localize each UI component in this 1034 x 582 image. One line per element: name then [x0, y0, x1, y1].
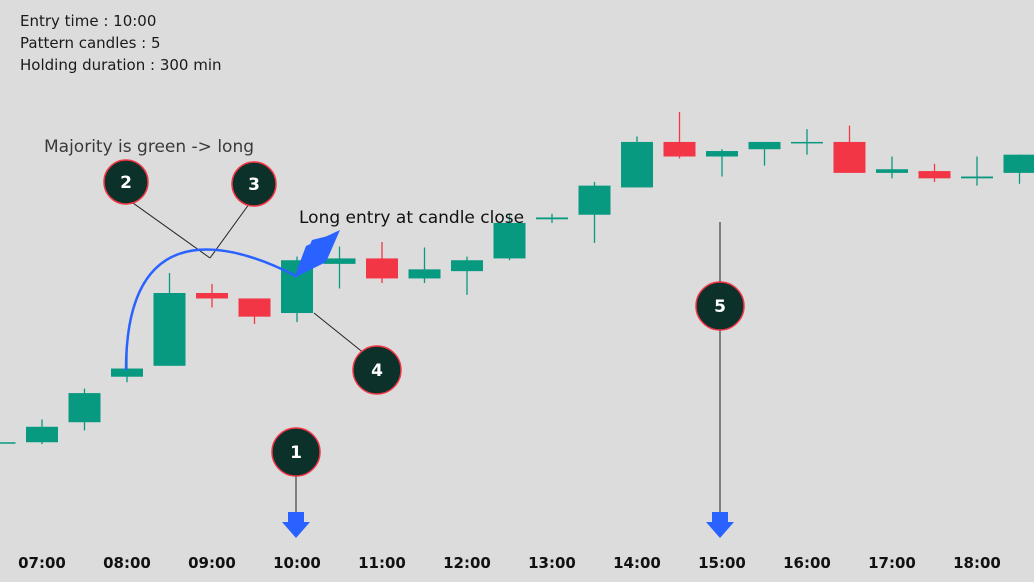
badge-label-4: 4 — [371, 361, 383, 381]
candle-body — [0, 442, 16, 444]
candle-body — [706, 151, 738, 157]
badge-label-5: 5 — [714, 297, 726, 317]
candle-body — [196, 293, 228, 299]
candle-body — [408, 269, 441, 279]
entry-curve-arrow-icon — [124, 248, 297, 371]
candle-body — [111, 368, 143, 377]
x-axis-ticks: 07:00 08:00 09:00 10:00 11:00 12:00 13:00 14:00… — [18, 554, 1001, 572]
candle-body — [153, 293, 186, 366]
candle-body — [366, 258, 398, 279]
x-tick-label: 17:00 — [868, 554, 916, 572]
candle-body — [621, 141, 653, 188]
leader-line-3 — [209, 199, 253, 259]
candle-body — [68, 393, 101, 423]
pattern-candles-label: Pattern candles : 5 — [20, 34, 161, 52]
x-tick-label: 13:00 — [528, 554, 576, 572]
down-arrow-icon-5 — [706, 512, 734, 538]
candle-body — [833, 141, 866, 173]
candle-body — [323, 258, 356, 264]
candle-body — [1003, 154, 1034, 173]
entry-time-label: Entry time : 10:00 — [20, 12, 157, 30]
holding-duration-label: Holding duration : 300 min — [20, 56, 222, 74]
candle-body — [536, 217, 568, 220]
candle-body — [451, 260, 483, 272]
candle-body — [961, 176, 993, 179]
entry-note: Long entry at candle close — [299, 208, 524, 228]
x-tick-label: 15:00 — [698, 554, 746, 572]
x-tick-label: 11:00 — [358, 554, 406, 572]
x-tick-label: 09:00 — [188, 554, 236, 572]
info-panel: Entry time : 10:00 Pattern candles : 5 H… — [20, 10, 222, 76]
candle-body — [876, 169, 908, 173]
down-arrow-icon-1 — [282, 512, 310, 538]
leader-line-4 — [313, 312, 366, 355]
badge-4: 4 — [352, 345, 402, 395]
x-tick-label: 16:00 — [783, 554, 831, 572]
x-tick-label: 08:00 — [103, 554, 151, 572]
candle-body — [791, 141, 823, 144]
majority-note: Majority is green -> long — [44, 137, 254, 157]
annotation-lines — [125, 197, 721, 514]
entry-arrow-head-icon — [296, 232, 336, 278]
candle-body — [578, 185, 611, 215]
candle-body — [238, 298, 271, 317]
badge-1: 1 — [271, 427, 321, 477]
badge-label-1: 1 — [290, 443, 302, 463]
badge-label-3: 3 — [248, 175, 260, 195]
entry-arrow-head2-icon — [294, 230, 340, 278]
candle-body — [493, 222, 526, 259]
x-tick-label: 10:00 — [273, 554, 321, 572]
candles-layer — [0, 111, 1034, 445]
x-tick-label: 14:00 — [613, 554, 661, 572]
candle-body — [26, 426, 58, 443]
badge-label-2: 2 — [120, 173, 132, 193]
candle-body — [663, 141, 696, 157]
x-tick-label: 07:00 — [18, 554, 66, 572]
badge-2: 2 — [103, 159, 149, 205]
candle-body — [918, 171, 951, 179]
leader-line-2 — [125, 197, 211, 259]
candle-body — [748, 141, 781, 150]
badge-3: 3 — [231, 161, 277, 207]
x-tick-label: 12:00 — [443, 554, 491, 572]
x-tick-label: 18:00 — [953, 554, 1001, 572]
badge-5: 5 — [695, 281, 745, 331]
